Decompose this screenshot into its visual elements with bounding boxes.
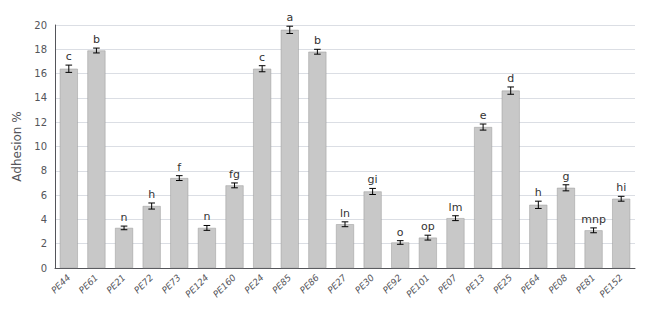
svg-text:10: 10: [34, 141, 47, 152]
svg-text:PE86: PE86: [298, 272, 321, 295]
svg-text:PE64: PE64: [519, 272, 542, 295]
svg-text:n: n: [121, 211, 128, 224]
svg-text:PE85: PE85: [270, 272, 293, 295]
svg-text:e: e: [480, 109, 487, 122]
svg-text:c: c: [66, 50, 72, 63]
svg-text:12: 12: [34, 117, 47, 128]
svg-text:PE72: PE72: [132, 272, 155, 295]
svg-text:PE61: PE61: [77, 272, 100, 295]
svg-text:PE92: PE92: [381, 272, 404, 295]
svg-text:n: n: [203, 210, 210, 223]
svg-text:4: 4: [41, 214, 47, 225]
svg-text:8: 8: [41, 165, 47, 176]
svg-text:mnp: mnp: [581, 213, 606, 226]
svg-text:0: 0: [41, 263, 47, 274]
svg-text:a: a: [286, 11, 293, 24]
svg-text:c: c: [259, 51, 265, 64]
svg-text:2: 2: [41, 238, 47, 249]
svg-text:gi: gi: [368, 173, 378, 186]
svg-text:PE101: PE101: [404, 272, 431, 299]
svg-text:PE152: PE152: [598, 272, 625, 299]
svg-text:PE21: PE21: [105, 272, 128, 295]
svg-text:PE07: PE07: [436, 272, 459, 295]
svg-text:op: op: [421, 220, 435, 233]
svg-text:h: h: [148, 188, 155, 201]
svg-text:PE73: PE73: [160, 272, 183, 295]
svg-text:18: 18: [34, 44, 47, 55]
svg-text:b: b: [314, 34, 321, 47]
svg-text:14: 14: [34, 92, 47, 103]
svg-text:o: o: [397, 226, 404, 239]
svg-text:g: g: [562, 170, 569, 183]
svg-text:PE13: PE13: [464, 272, 487, 295]
svg-text:PE44: PE44: [49, 272, 72, 295]
svg-text:PE81: PE81: [574, 272, 597, 295]
svg-text:16: 16: [34, 68, 47, 79]
svg-text:PE160: PE160: [211, 272, 238, 299]
svg-text:ln: ln: [340, 207, 350, 220]
svg-text:PE25: PE25: [491, 272, 514, 295]
svg-text:fg: fg: [229, 168, 240, 181]
svg-text:hi: hi: [616, 181, 626, 194]
svg-text:6: 6: [41, 190, 47, 201]
svg-text:h: h: [535, 186, 542, 199]
svg-text:PE08: PE08: [546, 272, 569, 295]
svg-text:PE124: PE124: [183, 272, 210, 299]
svg-text:20: 20: [34, 20, 47, 31]
svg-text:f: f: [177, 161, 182, 174]
svg-text:PE30: PE30: [353, 272, 376, 295]
svg-text:PE24: PE24: [243, 272, 266, 295]
svg-text:Adhesion %: Adhesion %: [10, 111, 24, 181]
svg-text:lm: lm: [449, 201, 463, 214]
svg-text:d: d: [507, 72, 514, 85]
svg-text:b: b: [93, 33, 100, 46]
svg-text:PE27: PE27: [326, 272, 349, 295]
